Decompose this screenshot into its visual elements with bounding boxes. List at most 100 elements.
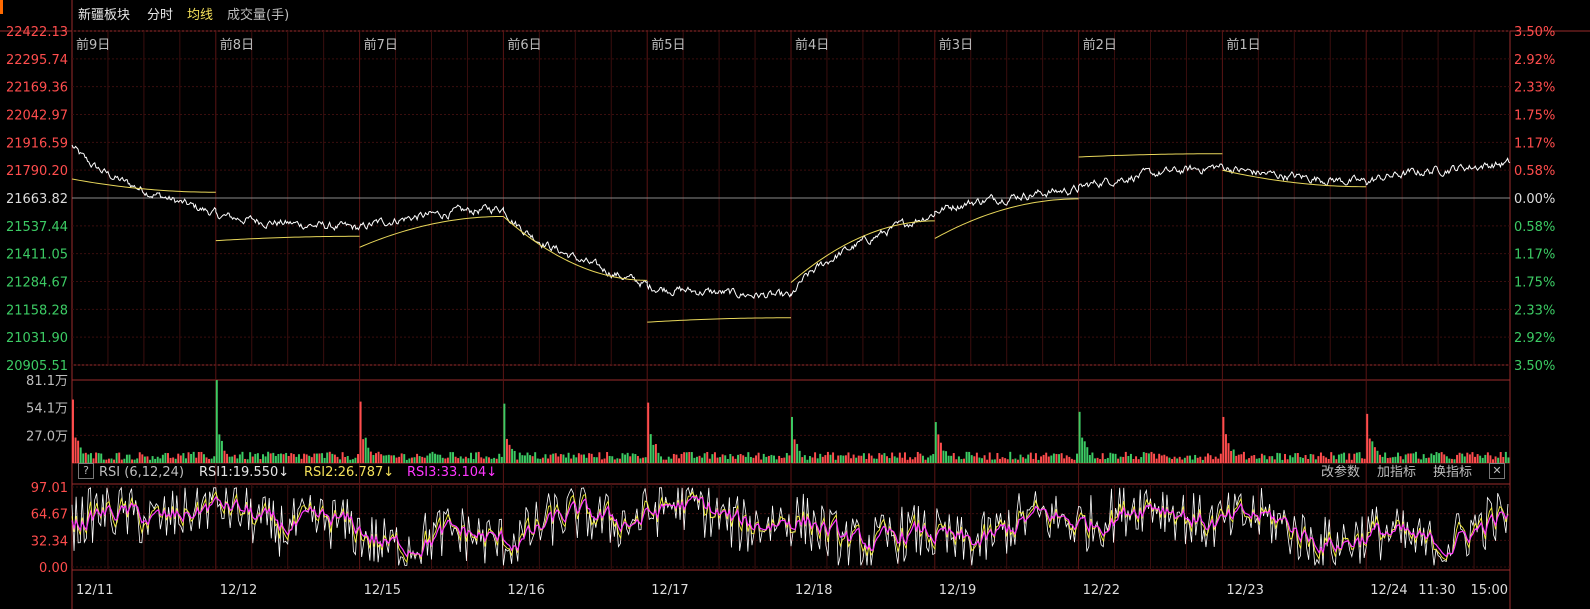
volume-bar [657, 452, 660, 463]
volume-bar [762, 453, 765, 463]
volume-bar [226, 453, 229, 463]
close-icon[interactable]: ✕ [1489, 463, 1505, 479]
volume-bar [1004, 458, 1007, 463]
volume-bar [965, 451, 968, 463]
volume-bar [726, 458, 729, 463]
volume-bar [300, 458, 303, 463]
tab-minute[interactable]: 分时 [147, 8, 174, 23]
volume-bar [557, 456, 560, 463]
volume-bar [279, 453, 282, 463]
volume-bar [755, 455, 758, 463]
volume-bar [1127, 456, 1130, 463]
volume-bar [1171, 459, 1174, 463]
volume-bar [927, 457, 930, 463]
volume-bar [249, 452, 252, 463]
y-tick-left: 22169.36 [6, 81, 68, 96]
rsi-toggle-box[interactable]: ? [78, 463, 94, 479]
volume-bar [1137, 459, 1140, 463]
volume-bar [757, 452, 760, 463]
volume-bar [1448, 458, 1451, 463]
volume-bar [143, 456, 146, 463]
rsi-tick: 97.01 [31, 481, 68, 496]
volume-bar [744, 456, 747, 463]
volume-bar [631, 453, 634, 463]
volume-bar [1476, 454, 1479, 463]
volume-bar [708, 458, 711, 463]
volume-bar [218, 434, 221, 463]
volume-bar [110, 458, 113, 463]
volume-bar [1307, 458, 1310, 463]
volume-bar [292, 454, 295, 463]
volume-bar [1381, 456, 1384, 463]
y-tick-right: 1.17% [1514, 136, 1555, 151]
volume-bar [603, 458, 606, 463]
volume-bar [1040, 456, 1043, 463]
volume-bar [1430, 453, 1433, 463]
volume-bar [1322, 455, 1325, 463]
volume-bar [839, 455, 842, 463]
y-tick-left: 21916.59 [6, 136, 68, 151]
volume-bar [1314, 459, 1317, 463]
volume-bar [192, 451, 195, 463]
volume-bar [1158, 453, 1161, 463]
volume-bar [916, 451, 919, 463]
volume-bar [375, 453, 377, 463]
volume-bar [1248, 458, 1251, 463]
volume-bar [1209, 455, 1212, 463]
tab-average-line[interactable]: 均线 [187, 8, 214, 23]
volume-bar [975, 452, 978, 463]
volume-bar [1191, 459, 1194, 463]
volume-bar [113, 459, 116, 463]
volume-bar [1494, 456, 1497, 463]
volume-bar [1106, 457, 1109, 463]
volume-bar [621, 453, 624, 463]
volume-bar [287, 455, 290, 463]
switch-indicator-button[interactable]: 换指标 [1433, 465, 1473, 480]
volume-bar [721, 454, 724, 463]
volume-bar [1389, 457, 1392, 463]
y-tick-left: 22295.74 [6, 53, 68, 68]
volume-bar [1453, 459, 1456, 463]
volume-bar [1417, 458, 1420, 463]
volume-bar [765, 456, 768, 463]
volume-bar [1474, 456, 1477, 463]
volume-bar [167, 453, 169, 463]
volume-bar [1109, 452, 1112, 463]
volume-bar [788, 455, 791, 463]
volume-bar [405, 459, 408, 463]
tab-volume[interactable]: 成交量(手) [227, 8, 290, 23]
change-params-button[interactable]: 改参数 [1321, 465, 1361, 480]
volume-bar [739, 453, 742, 463]
volume-bar [439, 454, 442, 463]
volume-bar [701, 457, 704, 463]
volume-bar [713, 452, 716, 463]
volume-bar [1253, 455, 1256, 463]
volume-bar [387, 454, 390, 463]
day-label: 前2日 [1083, 37, 1117, 53]
volume-bar [801, 457, 804, 463]
volume-bar [326, 452, 329, 463]
volume-bar [565, 457, 567, 463]
volume-bar [269, 453, 272, 463]
volume-bar [1050, 455, 1053, 463]
volume-bar [215, 380, 218, 463]
volume-bar [89, 453, 92, 463]
volume-bar [482, 458, 485, 463]
volume-bar [719, 457, 722, 463]
volume-bar [341, 452, 344, 463]
x-tick: 12/19 [939, 583, 976, 598]
volume-bar [1129, 453, 1132, 463]
volume-bar [1042, 454, 1045, 463]
rsi2-line [71, 490, 1509, 564]
volume-bar [891, 452, 894, 463]
volume-bar [855, 457, 858, 463]
volume-bar [1068, 456, 1071, 463]
rsi3-value: RSI3:33.104↓ [407, 465, 498, 480]
volume-bar [493, 457, 496, 463]
volume-bar [914, 457, 917, 463]
add-indicator-button[interactable]: 加指标 [1377, 465, 1417, 480]
volume-bar [359, 401, 362, 463]
volume-bar [606, 452, 609, 463]
volume-bar [1099, 459, 1102, 463]
